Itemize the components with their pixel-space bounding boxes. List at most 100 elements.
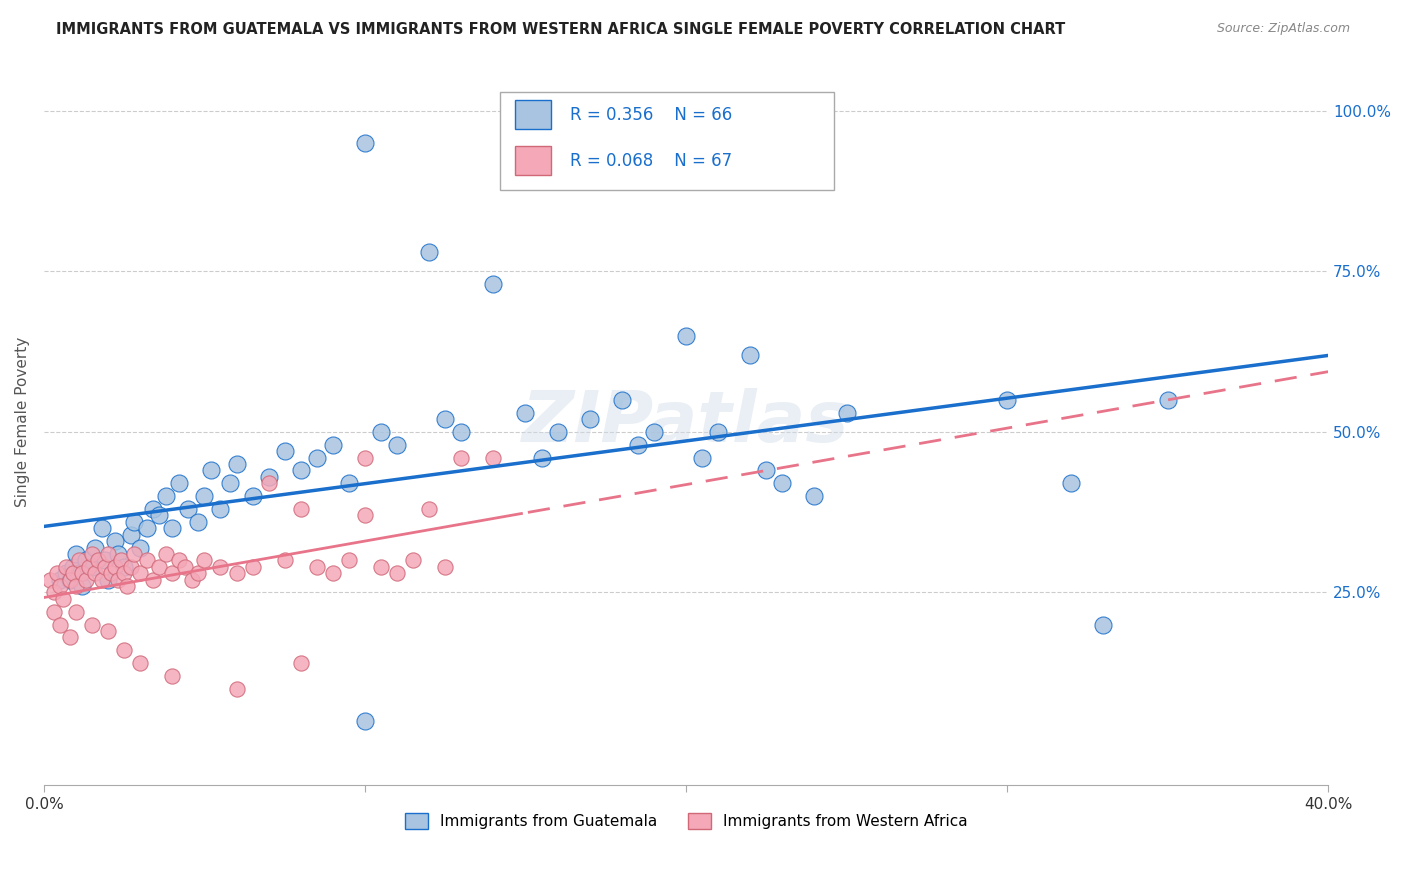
Point (90, 573, 112, 587)
Point (305, 559, 328, 574)
Point (97, 573, 120, 587)
Point (1092, 617, 1115, 632)
Point (167, 476, 190, 491)
Text: ZIPatlas: ZIPatlas (522, 388, 849, 457)
Point (117, 579, 139, 593)
Point (434, 412, 457, 426)
Point (112, 559, 135, 574)
Point (75, 553, 97, 567)
Point (219, 476, 242, 491)
Point (755, 463, 778, 477)
Point (322, 566, 344, 581)
Point (120, 559, 142, 574)
Point (67, 553, 90, 567)
Point (690, 450, 713, 465)
Point (200, 463, 222, 477)
Point (193, 489, 215, 503)
Point (770, 476, 793, 491)
Point (530, 450, 553, 465)
Point (65, 547, 87, 561)
Point (155, 547, 177, 561)
Point (418, 502, 440, 516)
Point (142, 502, 165, 516)
Point (187, 566, 209, 581)
Point (107, 547, 129, 561)
Point (675, 328, 697, 343)
Point (1156, 392, 1178, 407)
Legend: Immigrants from Guatemala, Immigrants from Western Africa: Immigrants from Guatemala, Immigrants fr… (398, 807, 973, 836)
Point (354, 450, 377, 465)
Point (148, 508, 170, 523)
Point (162, 669, 184, 683)
Point (162, 521, 184, 535)
Point (45, 566, 67, 581)
Point (418, 245, 440, 260)
Point (129, 541, 152, 555)
Point (103, 534, 125, 549)
Point (177, 502, 200, 516)
Point (707, 425, 730, 439)
Point (72, 566, 94, 581)
Point (42, 585, 65, 599)
Point (354, 508, 377, 523)
Point (225, 566, 247, 581)
Point (547, 425, 569, 439)
Point (242, 559, 264, 574)
Point (135, 553, 157, 567)
Point (87, 553, 110, 567)
Point (97, 547, 120, 561)
Point (58, 573, 80, 587)
Point (174, 559, 197, 574)
Text: R = 0.068    N = 67: R = 0.068 N = 67 (571, 152, 733, 169)
Point (482, 450, 505, 465)
Point (290, 463, 312, 477)
Point (209, 559, 232, 574)
Point (225, 681, 247, 696)
Point (77, 559, 100, 574)
Point (84, 566, 107, 581)
Point (129, 656, 152, 670)
Point (97, 624, 120, 638)
Point (72, 579, 94, 593)
Point (103, 559, 125, 574)
Point (55, 559, 77, 574)
Point (49, 617, 72, 632)
Point (135, 521, 157, 535)
Point (94, 553, 117, 567)
Point (39, 573, 62, 587)
Point (42, 605, 65, 619)
Point (80, 547, 103, 561)
FancyBboxPatch shape (515, 146, 551, 176)
Point (370, 559, 392, 574)
Point (120, 527, 142, 541)
Point (65, 605, 87, 619)
Point (225, 457, 247, 471)
Point (370, 425, 392, 439)
Point (482, 277, 505, 292)
Point (55, 566, 77, 581)
Point (242, 489, 264, 503)
Point (112, 643, 135, 657)
Point (62, 566, 84, 581)
Point (450, 450, 472, 465)
Point (193, 553, 215, 567)
Point (90, 521, 112, 535)
Point (49, 579, 72, 593)
Point (148, 559, 170, 574)
Point (129, 566, 152, 581)
Point (67, 566, 90, 581)
Point (322, 438, 344, 452)
Point (75, 573, 97, 587)
Point (94, 559, 117, 574)
Point (58, 573, 80, 587)
Point (162, 566, 184, 581)
FancyBboxPatch shape (499, 92, 834, 190)
Point (305, 450, 328, 465)
FancyBboxPatch shape (515, 100, 551, 129)
Point (142, 573, 165, 587)
Point (155, 489, 177, 503)
Text: Source: ZipAtlas.com: Source: ZipAtlas.com (1216, 22, 1350, 36)
Point (578, 412, 600, 426)
Point (835, 406, 858, 420)
Point (273, 444, 295, 458)
